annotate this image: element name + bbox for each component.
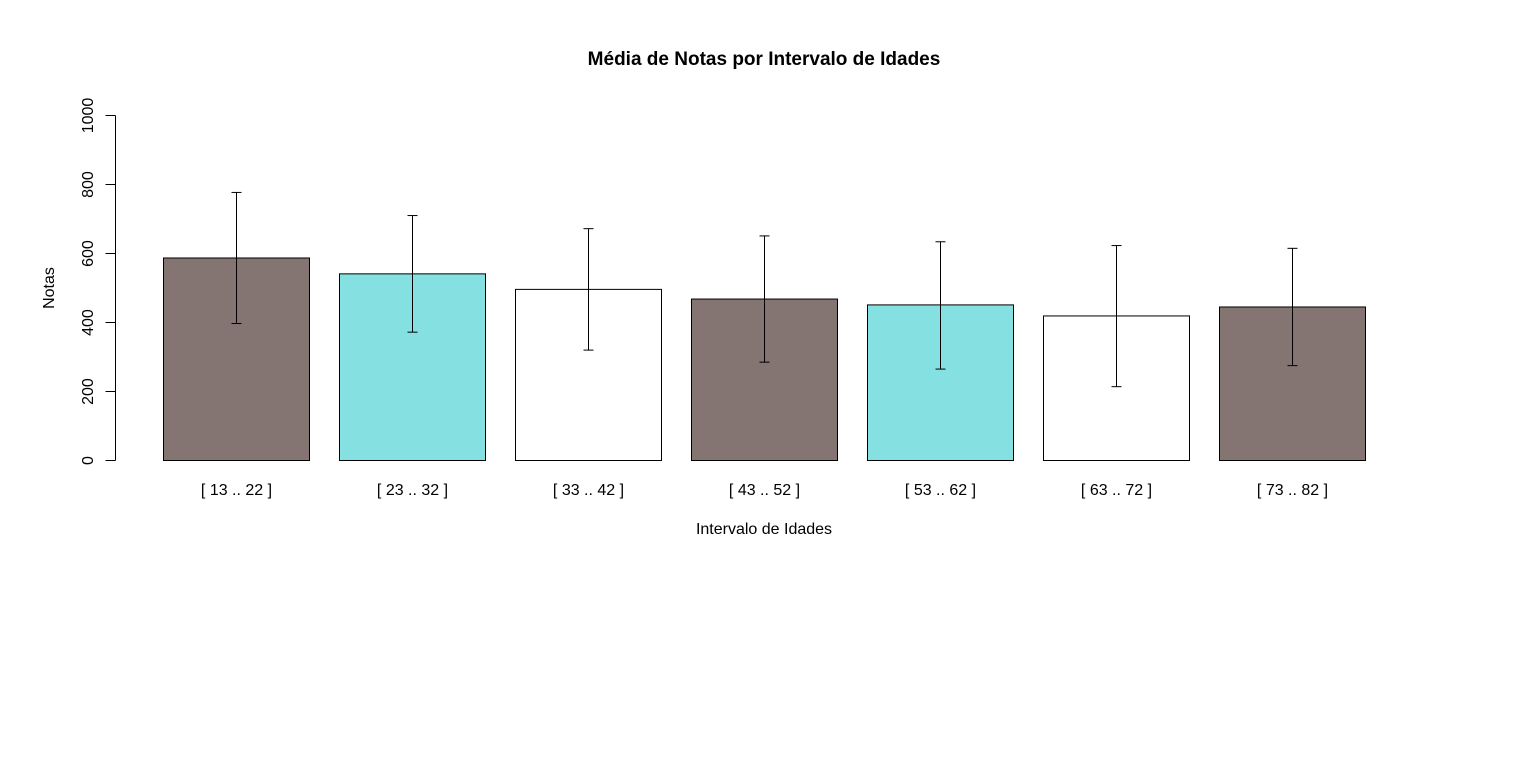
x-tick-label: [ 13 .. 22 ] [201, 482, 272, 499]
y-tick-label: 0 [80, 456, 97, 465]
y-tick-label: 600 [80, 240, 97, 267]
y-axis-label: Notas [41, 267, 58, 309]
y-tick-label: 1000 [80, 98, 97, 134]
x-axis-label: Intervalo de Idades [696, 521, 832, 538]
y-axis: 0 200 400 600 800 1000 [80, 98, 116, 465]
x-tick-labels: [ 13 .. 22 ] [ 23 .. 32 ] [ 33 .. 42 ] [ 43… [201, 482, 1328, 499]
x-tick-label: [ 23 .. 32 ] [377, 482, 448, 499]
error-bars-group [231, 191, 1298, 388]
y-tick-label: 400 [80, 309, 97, 336]
x-tick-label: [ 33 .. 42 ] [553, 482, 624, 499]
chart-title: Média de Notas por Intervalo de Idades [588, 49, 941, 70]
x-tick-label: [ 53 .. 62 ] [905, 482, 976, 499]
y-tick-label: 200 [80, 378, 97, 405]
x-tick-label: [ 63 .. 72 ] [1081, 482, 1152, 499]
x-tick-label: [ 43 .. 52 ] [729, 482, 800, 499]
y-tick-label: 800 [80, 171, 97, 198]
x-tick-label: [ 73 .. 82 ] [1257, 482, 1328, 499]
